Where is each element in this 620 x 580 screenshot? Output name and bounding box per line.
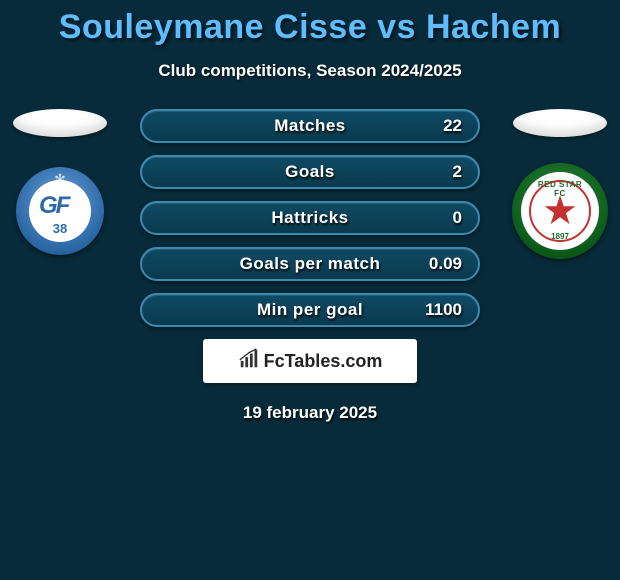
player-right-slot (510, 109, 610, 137)
stat-label: Goals (285, 162, 335, 182)
player-left-avatar-placeholder (13, 109, 107, 137)
stats-list: Matches 22 Goals 2 Hattricks 0 Goals per… (140, 109, 480, 327)
stat-value-right: 0.09 (429, 254, 462, 274)
stat-row: Goals per match 0.09 (140, 247, 480, 281)
stat-row: Goals 2 (140, 155, 480, 189)
player-left-slot (10, 109, 110, 137)
comparison-panel: ✻ GF 38 RED STAR FC ★ 1897 Matches 22 Go… (0, 109, 620, 423)
stat-label: Min per goal (257, 300, 363, 320)
stat-value-right: 22 (443, 116, 462, 136)
brand-text: FcTables.com (264, 351, 383, 372)
stat-label: Goals per match (240, 254, 381, 274)
date-text: 19 february 2025 (0, 403, 620, 423)
club-right-year: 1897 (531, 232, 589, 241)
stat-label: Matches (274, 116, 346, 136)
stat-row: Hattricks 0 (140, 201, 480, 235)
club-left-initials: GF (39, 192, 68, 220)
club-left-number: 38 (53, 221, 67, 236)
brand-badge: FcTables.com (203, 339, 417, 383)
subtitle: Club competitions, Season 2024/2025 (0, 61, 620, 81)
stat-row: Matches 22 (140, 109, 480, 143)
page-title: Souleymane Cisse vs Hachem (0, 0, 620, 47)
stat-label: Hattricks (271, 208, 348, 228)
stat-row: Min per goal 1100 (140, 293, 480, 327)
chart-icon (238, 348, 260, 375)
stat-value-right: 0 (453, 208, 462, 228)
club-badge-right: RED STAR FC ★ 1897 (510, 161, 610, 261)
stat-value-right: 2 (453, 162, 462, 182)
club-badge-left: ✻ GF 38 (10, 161, 110, 261)
stat-value-right: 1100 (425, 300, 462, 320)
player-right-avatar-placeholder (513, 109, 607, 137)
club-right-name: RED STAR FC (531, 180, 589, 198)
